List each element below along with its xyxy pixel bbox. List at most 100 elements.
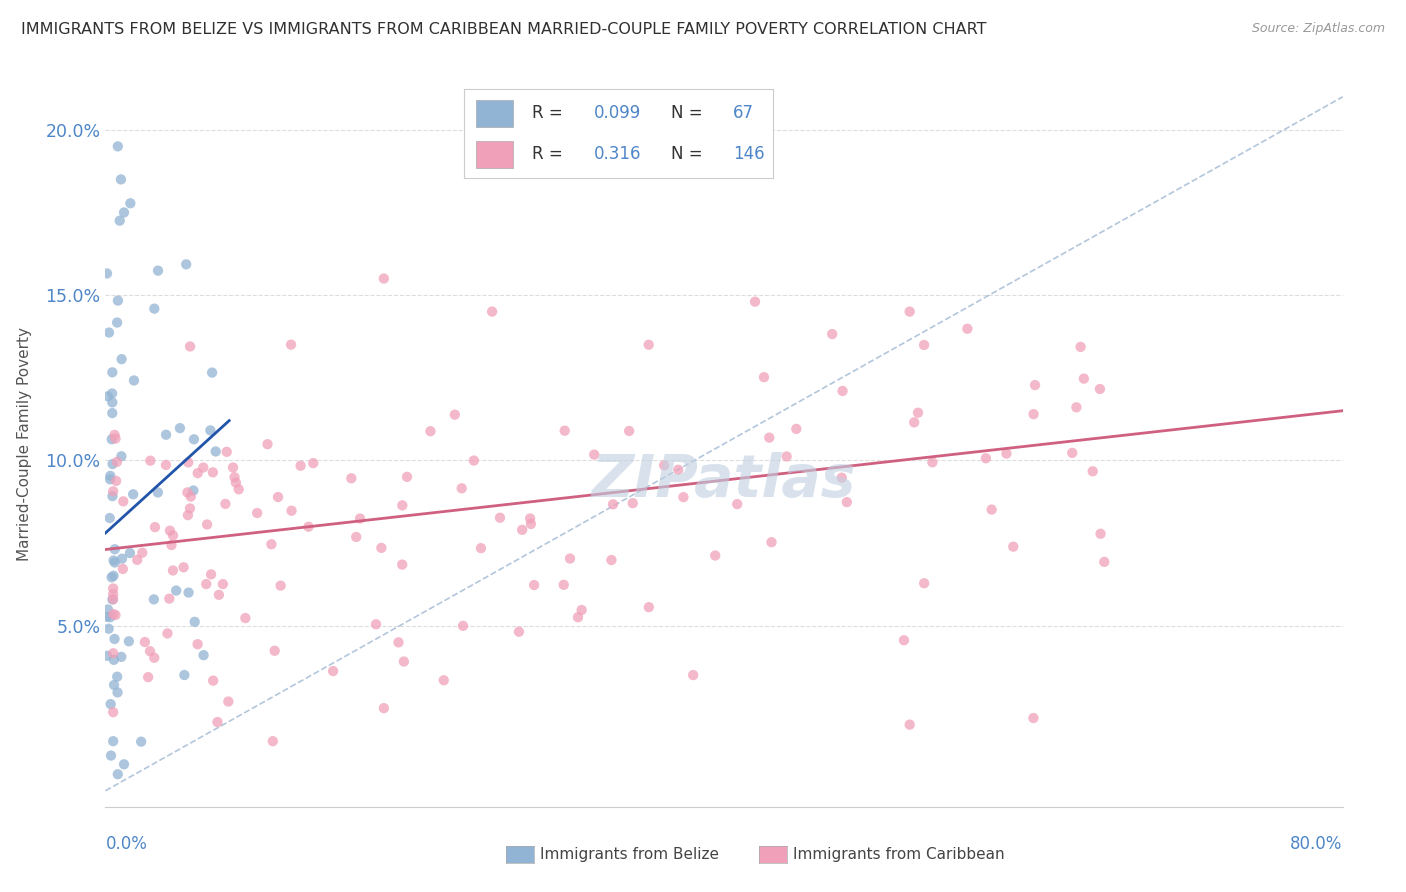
Text: Source: ZipAtlas.com: Source: ZipAtlas.com (1251, 22, 1385, 36)
Point (433, 673, 456, 688)
Point (104, 432, 127, 446)
Point (101, 489, 124, 503)
Text: Immigrants from Caribbean: Immigrants from Caribbean (793, 847, 1005, 862)
Text: ZIPatlas: ZIPatlas (592, 451, 856, 508)
Point (179, 501, 201, 516)
Point (195, 577, 218, 591)
Point (262, 734, 284, 748)
Point (520, 516, 543, 531)
Point (208, 588, 231, 602)
Point (169, 421, 191, 435)
Point (104, 542, 127, 557)
Text: 0.0%: 0.0% (105, 835, 148, 853)
Bar (477, 141, 513, 168)
Point (682, 668, 704, 682)
Point (270, 579, 292, 593)
Y-axis label: Married-Couple Family Poverty: Married-Couple Family Poverty (17, 326, 31, 561)
Point (583, 448, 606, 462)
Point (1081, 464, 1104, 478)
Point (637, 600, 659, 615)
Point (101, 592, 124, 607)
Point (1090, 526, 1112, 541)
Point (995, 446, 1018, 460)
Point (107, 139, 129, 153)
Point (392, 655, 415, 669)
Point (1066, 401, 1088, 415)
Point (103, 569, 125, 583)
Point (903, 415, 925, 429)
Text: R =: R = (531, 104, 568, 122)
Point (652, 458, 675, 473)
Point (523, 578, 546, 592)
Point (108, 213, 131, 227)
Point (101, 457, 124, 471)
Point (107, 293, 129, 308)
Point (600, 553, 623, 567)
Text: N =: N = (671, 104, 709, 122)
Point (373, 701, 395, 715)
Point (146, 485, 169, 500)
Point (391, 499, 413, 513)
Point (195, 517, 218, 532)
Point (912, 338, 935, 352)
Point (104, 556, 127, 570)
Point (179, 339, 201, 353)
Point (666, 463, 689, 477)
Point (391, 558, 413, 572)
Point (187, 466, 209, 480)
Bar (477, 100, 513, 127)
Point (98, 511, 121, 525)
Point (396, 470, 419, 484)
Point (177, 455, 200, 469)
Point (155, 427, 177, 442)
Point (1062, 446, 1084, 460)
Point (364, 617, 387, 632)
Point (297, 519, 319, 533)
Point (956, 322, 979, 336)
Point (98, 326, 121, 340)
Point (165, 583, 187, 598)
Point (101, 386, 124, 401)
Point (96, 610, 118, 624)
Point (470, 541, 492, 556)
Point (725, 497, 748, 511)
Point (118, 546, 141, 560)
Point (110, 649, 132, 664)
Point (157, 591, 180, 606)
Point (131, 546, 153, 560)
Point (122, 374, 145, 388)
Point (107, 767, 129, 781)
Point (558, 551, 581, 566)
Point (212, 577, 235, 591)
Point (127, 553, 149, 567)
Point (173, 560, 195, 574)
Point (202, 673, 225, 688)
Point (893, 633, 915, 648)
Text: 146: 146 (733, 145, 765, 163)
Point (280, 337, 302, 351)
Point (105, 316, 128, 330)
Point (103, 582, 124, 596)
Point (98, 468, 121, 483)
Point (831, 471, 853, 485)
Point (103, 734, 124, 748)
Point (761, 535, 783, 549)
Point (450, 481, 472, 495)
Point (302, 456, 325, 470)
Point (110, 352, 132, 367)
Point (103, 587, 124, 601)
Point (508, 624, 530, 639)
Point (752, 370, 775, 384)
Point (1022, 407, 1045, 421)
Point (142, 592, 165, 607)
Point (143, 301, 166, 316)
Point (322, 664, 344, 678)
Point (111, 562, 134, 576)
Point (370, 541, 392, 555)
Text: Immigrants from Belize: Immigrants from Belize (540, 847, 718, 862)
Point (183, 615, 205, 629)
Point (98, 610, 121, 624)
Point (201, 466, 224, 480)
Point (349, 511, 371, 525)
Point (193, 648, 215, 663)
